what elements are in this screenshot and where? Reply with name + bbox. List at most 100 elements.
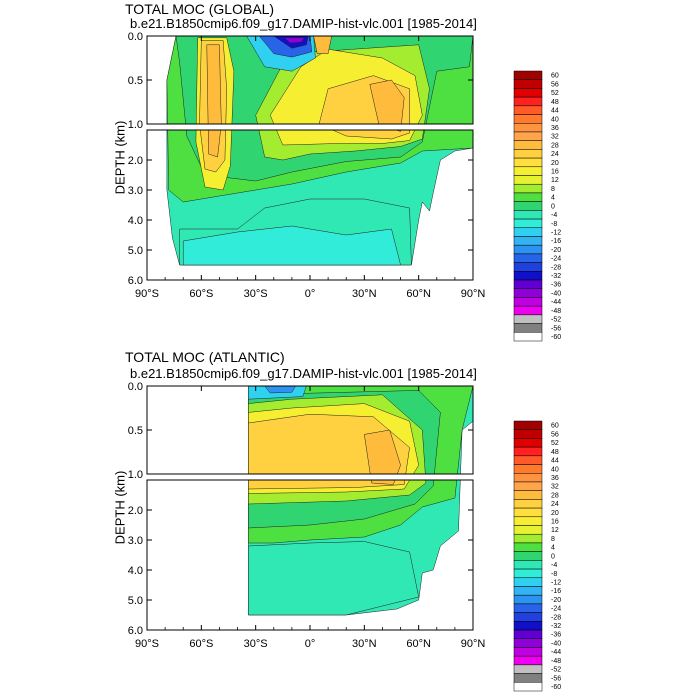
gold-cell — [248, 413, 410, 490]
colorbar-swatch — [513, 673, 543, 683]
y-tick-label: 6.0 — [128, 275, 143, 287]
colorbar-swatch — [513, 542, 543, 552]
colorbar-label: 56 — [551, 81, 559, 88]
x-tick-label: 30°S — [244, 638, 268, 650]
colorbar-swatch — [513, 603, 543, 613]
y-tick-label: 3.0 — [128, 185, 143, 197]
x-tick-label: 60°S — [189, 288, 213, 300]
colorbar-swatch — [513, 192, 543, 202]
colorbar-label: 20 — [551, 160, 559, 167]
colorbar-label: -16 — [551, 588, 561, 595]
colorbar-label: -4 — [551, 562, 557, 569]
axis-break — [145, 124, 475, 130]
y-tick-label: 5.0 — [128, 245, 143, 257]
colorbar-label: -8 — [551, 221, 557, 228]
colorbar-swatch — [513, 647, 543, 657]
colorbar-label: 24 — [551, 151, 559, 158]
colorbar-label: -52 — [551, 317, 561, 324]
y-tick-label: 0.5 — [128, 75, 143, 87]
colorbar-swatch — [513, 455, 543, 465]
colorbar-label: 16 — [551, 169, 559, 176]
colorbar-swatch — [513, 262, 543, 272]
colorbar-label: 16 — [551, 519, 559, 526]
colorbar-label: 32 — [551, 484, 559, 491]
colorbar-label: -36 — [551, 282, 561, 289]
colorbar-swatch — [513, 166, 543, 176]
colorbar-label: -28 — [551, 264, 561, 271]
y-tick-label: 5.0 — [128, 595, 143, 607]
deep-aqua — [248, 541, 419, 616]
colorbar-label: 8 — [551, 536, 555, 543]
colorbar-swatch — [513, 664, 543, 674]
colorbar-swatch — [513, 123, 543, 133]
colorbar-label: 44 — [551, 108, 559, 115]
axis-break — [145, 474, 475, 480]
colorbar-swatch — [513, 201, 543, 211]
colorbar-swatch — [513, 79, 543, 89]
colorbar-label: 40 — [551, 466, 559, 473]
colorbar-label: 48 — [551, 99, 559, 106]
colorbar-label: -52 — [551, 667, 561, 674]
colorbar-label: -40 — [551, 290, 561, 297]
chart-subtitle: b.e21.B1850cmip6.f09_g17.DAMIP-hist-vlc.… — [130, 366, 477, 381]
colorbar-swatch — [513, 655, 543, 666]
colorbar-label: -12 — [551, 579, 561, 586]
colorbar-swatch — [513, 551, 543, 561]
panel-global: TOTAL MOC (GLOBAL) b.e21.B1850cmip6.f09_… — [113, 1, 561, 342]
colorbar-swatch — [513, 279, 543, 289]
x-tick-label: 30°N — [352, 288, 377, 300]
colorbar-label: -28 — [551, 614, 561, 621]
colorbar-label: 28 — [551, 142, 559, 149]
chart-title: TOTAL MOC (GLOBAL) — [125, 1, 275, 17]
colorbar-label: 4 — [551, 545, 555, 552]
colorbar-label: 52 — [551, 440, 559, 447]
colorbar-swatch — [513, 131, 543, 141]
colorbar-swatch — [513, 499, 543, 509]
neg-cell-violet — [284, 37, 305, 44]
colorbar-swatch — [513, 429, 543, 439]
colorbar-label: 24 — [551, 501, 559, 508]
colorbar-label: 60 — [551, 423, 559, 430]
colorbar-swatch — [513, 305, 543, 316]
colorbar-label: -32 — [551, 623, 561, 630]
deep-aqua2 — [182, 225, 401, 266]
colorbar-swatch — [513, 70, 543, 80]
colorbar-label: 36 — [551, 125, 559, 132]
x-tick-label: 90°S — [135, 638, 159, 650]
x-tick-label: 60°S — [189, 638, 213, 650]
colorbar-label: -40 — [551, 640, 561, 647]
colorbar-swatch — [513, 533, 543, 544]
colorbar-label: 44 — [551, 458, 559, 465]
colorbar-label: 36 — [551, 475, 559, 482]
colorbar-label: -24 — [551, 606, 561, 613]
colorbar-swatch — [513, 175, 543, 185]
colorbar-swatch — [513, 114, 543, 124]
colorbar-swatch — [513, 473, 543, 483]
colorbar-label: -16 — [551, 238, 561, 245]
contour-fields — [166, 35, 474, 266]
x-tick-label: 0° — [305, 288, 316, 300]
y-tick-label: 6.0 — [128, 625, 143, 637]
y-tick-label: 3.0 — [128, 535, 143, 547]
x-tick-label: 0° — [305, 638, 316, 650]
colorbar-label: -24 — [551, 256, 561, 263]
colorbar-label: -20 — [551, 597, 561, 604]
colorbar-swatch — [513, 594, 543, 605]
moc-atlantic-plot: 90°S 60°S 30°S 0° 30°N 60°N 90°N 0.0 0.5 1.0 2.0 3.… — [128, 381, 561, 692]
colorbar-swatch — [513, 323, 543, 333]
orange-core — [369, 79, 405, 132]
colorbar-label: 32 — [551, 134, 559, 141]
colorbar-swatch — [513, 271, 543, 281]
colorbar-swatch — [513, 88, 543, 98]
colorbar-label: -60 — [551, 684, 561, 691]
colorbar-swatch — [513, 227, 543, 237]
x-tick-label: 90°S — [135, 288, 159, 300]
colorbar-label: 20 — [551, 510, 559, 517]
colorbar-swatch — [513, 577, 543, 587]
colorbar-swatch — [513, 629, 543, 639]
colorbar-swatch — [513, 218, 543, 229]
colorbar-swatch — [513, 682, 543, 692]
colorbar-swatch — [513, 490, 543, 500]
colorbar-swatch — [513, 481, 543, 491]
colorbar-label: -20 — [551, 247, 561, 254]
